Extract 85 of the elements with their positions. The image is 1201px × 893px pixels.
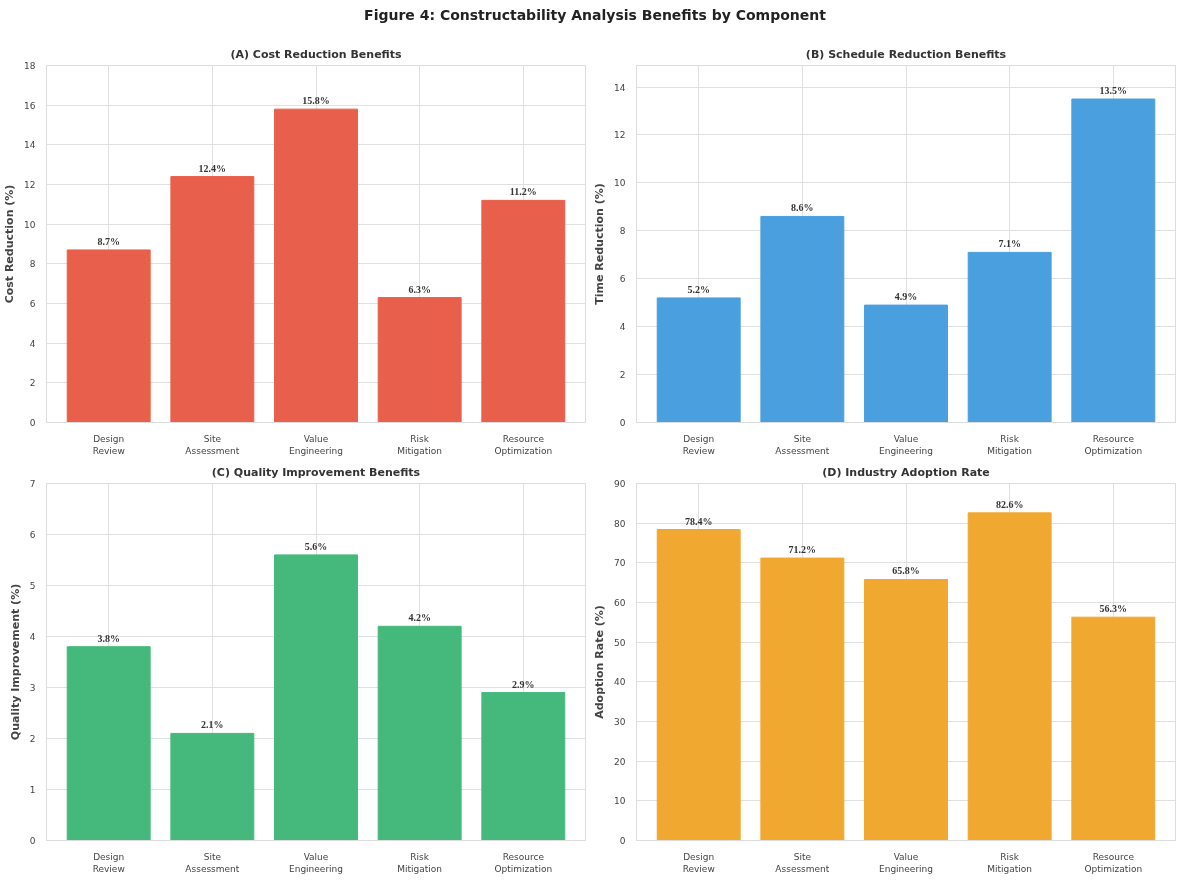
- x-tick-label: Value Engineering: [879, 433, 933, 456]
- x-tick-label: Risk Mitigation: [987, 851, 1033, 874]
- y-tick-label: 0: [29, 836, 36, 846]
- y-tick-label: 18: [24, 61, 36, 71]
- y-tick-label: 12: [24, 180, 36, 190]
- x-tick-label: Risk Mitigation: [397, 433, 443, 456]
- chart-title: (A) Cost Reduction Benefits: [230, 47, 403, 61]
- data-label: 3.8%: [97, 632, 120, 644]
- y-axis-title: Quality Improvement (%): [8, 583, 22, 741]
- y-tick-label: 5: [29, 581, 36, 591]
- x-tick-label: Site Assessment: [775, 433, 830, 456]
- data-label: 71.2%: [788, 544, 817, 556]
- data-label: 4.2%: [408, 612, 431, 624]
- y-tick-label: 4: [29, 338, 36, 349]
- x-tick-label: Design Review: [682, 433, 715, 456]
- x-tick-label: Site Assessment: [185, 433, 240, 456]
- x-tick-label: Risk Mitigation: [397, 851, 443, 874]
- x-tick-label: Risk Mitigation: [987, 433, 1033, 456]
- y-axis-title: Cost Reduction (%): [3, 184, 17, 304]
- data-label: 5.2%: [687, 283, 710, 295]
- data-label: 6.3%: [408, 283, 431, 295]
- y-tick-label: 0: [29, 418, 36, 428]
- x-tick-label: Design Review: [92, 433, 125, 456]
- x-tick-label: Design Review: [682, 851, 715, 874]
- y-tick-label: 30: [614, 717, 626, 727]
- y-tick-label: 7: [29, 479, 36, 489]
- x-tick-label: Resource Optimization: [494, 851, 553, 874]
- y-tick-label: 10: [614, 178, 626, 189]
- y-tick-label: 16: [24, 100, 36, 111]
- data-label: 8.7%: [97, 235, 120, 247]
- data-label: 56.3%: [1099, 603, 1128, 615]
- data-label: 78.4%: [684, 515, 713, 527]
- data-label: 5.6%: [304, 540, 328, 552]
- data-label: 12.4%: [198, 162, 227, 174]
- chart-title: (C) Quality Improvement Benefits: [211, 465, 421, 479]
- data-label: 15.8%: [302, 95, 330, 107]
- y-tick-label: 3: [29, 683, 36, 693]
- data-label: 11.2%: [509, 186, 537, 198]
- x-tick-label: Value Engineering: [879, 851, 933, 874]
- y-axis-title: Time Reduction (%): [593, 183, 607, 305]
- chart-title: (B) Schedule Reduction Benefits: [805, 47, 1007, 61]
- y-tick-label: 4: [619, 322, 626, 333]
- y-tick-label: 10: [24, 219, 36, 230]
- y-tick-label: 90: [614, 479, 626, 489]
- y-tick-label: 40: [614, 677, 626, 688]
- x-tick-label: Resource Optimization: [1084, 433, 1143, 456]
- text: Figure 4: Constructability Analysis Benefits by Component: [364, 6, 826, 25]
- y-tick-label: 6: [29, 299, 36, 309]
- y-tick-label: 2: [29, 378, 36, 389]
- y-tick-label: 0: [619, 836, 626, 846]
- y-tick-label: 20: [614, 756, 626, 767]
- y-tick-label: 10: [614, 796, 626, 807]
- data-label: 4.9%: [894, 291, 918, 303]
- y-tick-label: 6: [619, 274, 626, 285]
- x-tick-label: Resource Optimization: [494, 433, 553, 456]
- x-tick-label: Design Review: [92, 851, 125, 874]
- y-tick-label: 14: [24, 140, 36, 151]
- x-tick-label: Site Assessment: [185, 851, 240, 874]
- x-tick-label: Site Assessment: [775, 851, 830, 874]
- y-tick-label: 70: [614, 558, 626, 569]
- y-tick-label: 14: [614, 82, 626, 93]
- y-tick-label: 12: [614, 130, 626, 141]
- data-label: 2.9%: [512, 678, 535, 690]
- y-tick-label: 4: [29, 632, 36, 642]
- y-tick-label: 50: [614, 637, 626, 648]
- chart-title: (D) Industry Adoption Rate: [822, 465, 990, 479]
- y-tick-label: 60: [614, 598, 626, 608]
- data-label: 2.1%: [201, 719, 224, 731]
- y-tick-label: 2: [619, 370, 626, 381]
- data-label: 65.8%: [892, 565, 920, 577]
- x-tick-label: Value Engineering: [289, 433, 343, 456]
- y-tick-label: 0: [619, 418, 626, 428]
- y-tick-label: 8: [29, 259, 36, 270]
- y-axis-title: Adoption Rate (%): [593, 605, 607, 719]
- y-tick-label: 8: [619, 226, 626, 237]
- data-label: 13.5%: [1099, 85, 1128, 97]
- data-label: 7.1%: [998, 238, 1021, 250]
- y-tick-label: 1: [29, 785, 36, 795]
- y-tick-label: 6: [29, 530, 36, 540]
- data-label: 8.6%: [791, 202, 814, 214]
- y-tick-label: 80: [614, 518, 626, 529]
- x-tick-label: Resource Optimization: [1084, 851, 1143, 874]
- x-tick-label: Value Engineering: [289, 851, 343, 874]
- y-tick-label: 2: [29, 734, 36, 744]
- data-label: 82.6%: [995, 498, 1024, 510]
